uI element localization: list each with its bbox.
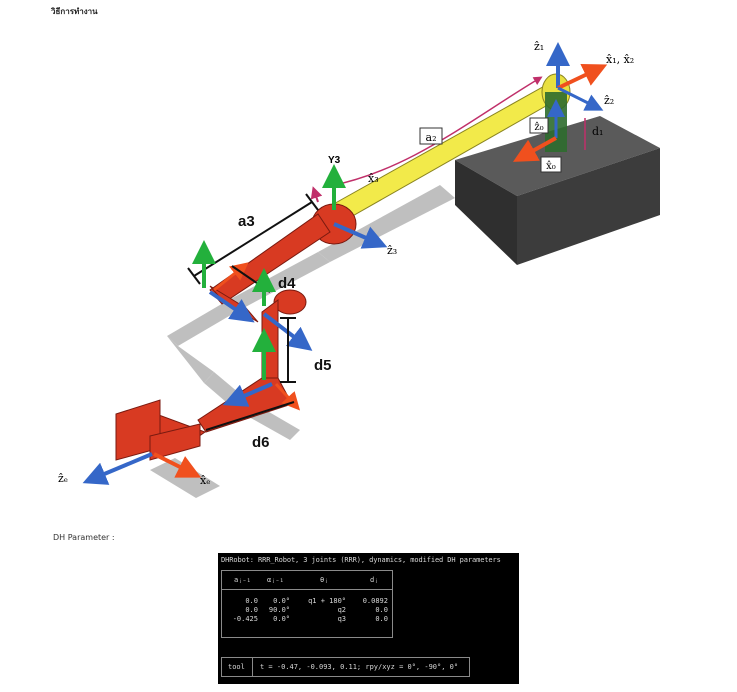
dh-header-a: aⱼ₋₁ bbox=[234, 576, 251, 584]
tool-label: tool bbox=[228, 663, 245, 671]
base-block bbox=[455, 116, 660, 265]
label-z3: ẑ₃ bbox=[387, 244, 397, 257]
dh-header-alpha: αⱼ₋₁ bbox=[267, 576, 284, 584]
label-ze: ẑₑ bbox=[58, 472, 68, 485]
dh-title: DHRobot: RRR_Robot, 3 joints (RRR), dyna… bbox=[221, 556, 501, 564]
label-d6: d6 bbox=[252, 434, 270, 451]
dimension-d1: d₁ bbox=[584, 118, 603, 150]
tool-value: t = -0.47, -0.093, 0.11; rpy/xyz = 0°, -… bbox=[260, 663, 459, 671]
label-d1: d₁ bbox=[592, 125, 603, 138]
dh-col-d: 0.0892 0.0 0.0 bbox=[362, 597, 388, 623]
robot-arm-diagram: a₂ d₁ ẑ₁ x̂₁, x̂₂ ẑ₂ ẑ₀ x̂₀ Y3 x̂₃ ẑ₃ a3 bbox=[58, 40, 660, 498]
dh-col-alpha: 0.0° 90.0° 0.0° bbox=[268, 597, 290, 623]
dh-header-theta: θⱼ bbox=[320, 576, 329, 584]
page-heading: วิธีการทำงาน bbox=[51, 7, 98, 16]
dh-header-d: dⱼ bbox=[370, 576, 379, 584]
label-z2: ẑ₂ bbox=[604, 94, 614, 107]
frame-1-axes: ẑ₁ x̂₁, x̂₂ ẑ₂ ẑ₀ x̂₀ bbox=[513, 40, 634, 173]
dimension-a2: a₂ bbox=[329, 76, 543, 187]
label-d5: d5 bbox=[314, 357, 332, 374]
label-xe: x̂ₑ bbox=[200, 474, 210, 487]
tool-divider bbox=[252, 658, 253, 676]
dh-col-a: 0.0 0.0 -0.425 bbox=[232, 597, 258, 623]
label-z0: ẑ₀ bbox=[534, 122, 543, 133]
label-a3: a3 bbox=[238, 213, 255, 230]
tool-row: tool t = -0.47, -0.093, 0.11; rpy/xyz = … bbox=[221, 657, 470, 677]
frame-3-axes: Y3 x̂₃ ẑ₃ bbox=[310, 155, 397, 257]
label-a2: a₂ bbox=[426, 131, 437, 144]
link-red-chain bbox=[115, 203, 357, 461]
label-x3: x̂₃ bbox=[368, 172, 379, 185]
dh-table: aⱼ₋₁ αⱼ₋₁ θⱼ dⱼ 0.0 0.0 -0.425 0.0° 90.0… bbox=[221, 570, 393, 638]
label-x0: x̂₀ bbox=[546, 161, 556, 172]
label-y3: Y3 bbox=[328, 155, 341, 166]
end-effector-axes: ẑₑ x̂ₑ bbox=[58, 452, 210, 487]
dh-col-theta: q1 + 180° q2 q3 bbox=[308, 597, 346, 623]
label-d4: d4 bbox=[278, 275, 296, 292]
frame-6-axes: d6 bbox=[205, 382, 301, 451]
dh-table-header: aⱼ₋₁ αⱼ₋₁ θⱼ dⱼ bbox=[222, 571, 392, 590]
dh-caption: DH Parameter : bbox=[53, 533, 115, 542]
label-z1: ẑ₁ bbox=[534, 40, 544, 53]
frame-4-axes: d4 bbox=[192, 240, 296, 323]
frame-5-axes: d5 bbox=[252, 268, 332, 383]
dh-parameter-output: DHRobot: RRR_Robot, 3 joints (RRR), dyna… bbox=[218, 553, 519, 684]
label-x1-x2: x̂₁, x̂₂ bbox=[606, 53, 634, 66]
